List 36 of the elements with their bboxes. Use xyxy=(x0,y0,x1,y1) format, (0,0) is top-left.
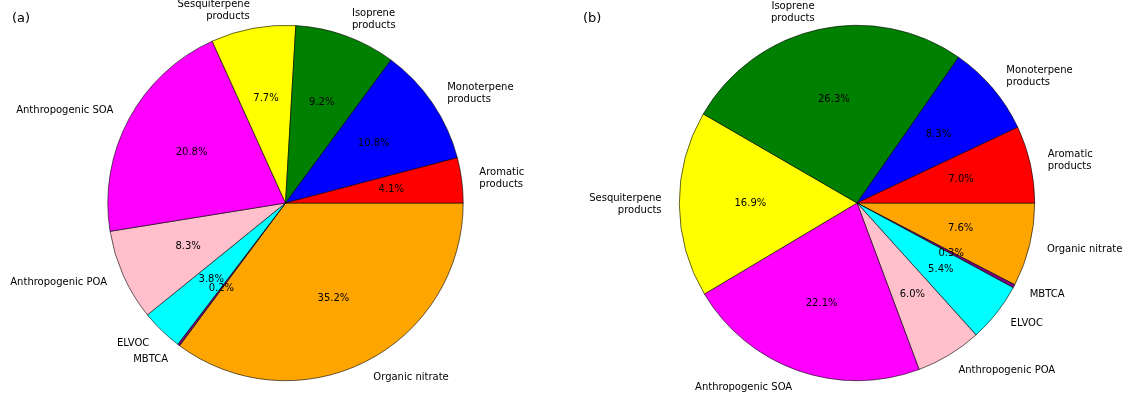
data-label: 8.3% xyxy=(175,240,201,252)
data-label: 35.2% xyxy=(317,291,350,303)
data-label: 26.3% xyxy=(817,92,850,104)
slice-label: Aromatic products xyxy=(479,165,525,189)
data-label: 10.8% xyxy=(357,136,390,148)
slice-label: Anthropogenic POA xyxy=(10,276,108,288)
data-label: 9.2% xyxy=(309,96,335,108)
slice-label: MBTCA xyxy=(133,352,169,364)
slice-label: Organic nitrate xyxy=(373,371,449,383)
slice-label: MBTCA xyxy=(1029,288,1065,300)
slice-label: Anthropogenic SOA xyxy=(16,104,114,116)
slice-label: Monoterpene products xyxy=(447,80,514,104)
slice-label: Sesquiterpene products xyxy=(589,191,662,215)
slice-label: Monoterpene products xyxy=(1006,64,1073,88)
slice-label: Anthropogenic SOA xyxy=(695,381,793,392)
data-label: 20.8% xyxy=(175,146,208,158)
data-label: 5.4% xyxy=(928,262,954,274)
data-label: 8.3% xyxy=(925,127,952,139)
slice-label: Isoprene products xyxy=(351,6,396,30)
data-label: 7.0% xyxy=(948,173,974,185)
data-label: 6.0% xyxy=(899,287,926,299)
data-label: 4.1% xyxy=(378,182,404,194)
slice-label: ELVOC xyxy=(117,336,150,348)
slice-label: Sesquiterpene products xyxy=(177,0,250,22)
data-label: 7.7% xyxy=(253,91,279,103)
slice-label: Isoprene products xyxy=(770,0,815,23)
slice-label: ELVOC xyxy=(1010,317,1043,329)
text: (a) xyxy=(12,9,31,25)
data-label: 0.3% xyxy=(938,246,964,258)
slice-label: Organic nitrate xyxy=(1046,242,1123,254)
data-label: 22.1% xyxy=(805,297,838,309)
slice-label: Aromatic products xyxy=(1047,147,1093,171)
data-label: 16.9% xyxy=(734,197,767,209)
data-label: 7.6% xyxy=(947,221,974,233)
slice-label: Anthropogenic POA xyxy=(958,363,1056,375)
text: (b) xyxy=(583,9,602,25)
